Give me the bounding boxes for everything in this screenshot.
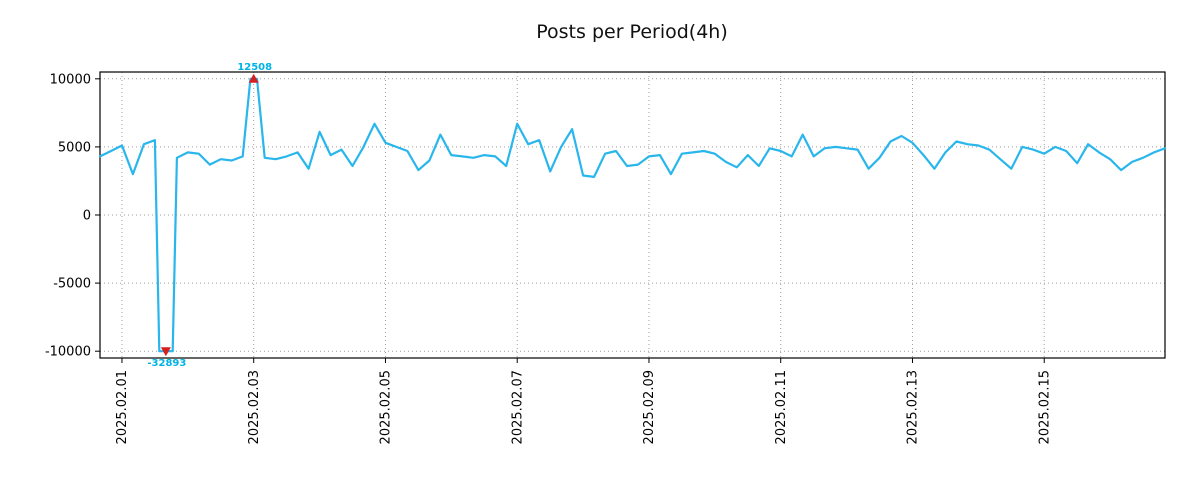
x-tick-label: 2025.02.03 xyxy=(247,370,262,444)
x-axis: 2025.02.01 2025.02.03 2025.02.05 2025.02.07… xyxy=(115,358,1052,444)
chart-title: Posts per Period(4h) xyxy=(536,21,728,43)
x-tick-label: 2025.02.01 xyxy=(115,370,130,444)
x-tick-label: 2025.02.11 xyxy=(774,370,789,444)
gridlines xyxy=(100,72,1165,358)
y-tick-label: 0 xyxy=(83,209,91,224)
y-tick-label: 5000 xyxy=(58,140,91,155)
x-tick-label: 2025.02.15 xyxy=(1037,370,1052,444)
x-tick-label: 2025.02.05 xyxy=(379,370,394,444)
x-tick-label: 2025.02.13 xyxy=(906,370,921,444)
x-tick-label: 2025.02.09 xyxy=(642,370,657,444)
y-axis: 10000 5000 0 -5000 -10000 xyxy=(45,72,100,360)
max-marker xyxy=(248,73,259,83)
y-tick-label: -10000 xyxy=(45,345,91,360)
x-tick-label: 2025.02.07 xyxy=(510,370,525,444)
min-marker xyxy=(160,347,171,357)
min-annotation: -32893 xyxy=(147,358,186,369)
y-tick-label: -5000 xyxy=(53,277,91,292)
max-annotation: 12508 xyxy=(237,62,272,73)
y-tick-label: 10000 xyxy=(50,72,91,87)
